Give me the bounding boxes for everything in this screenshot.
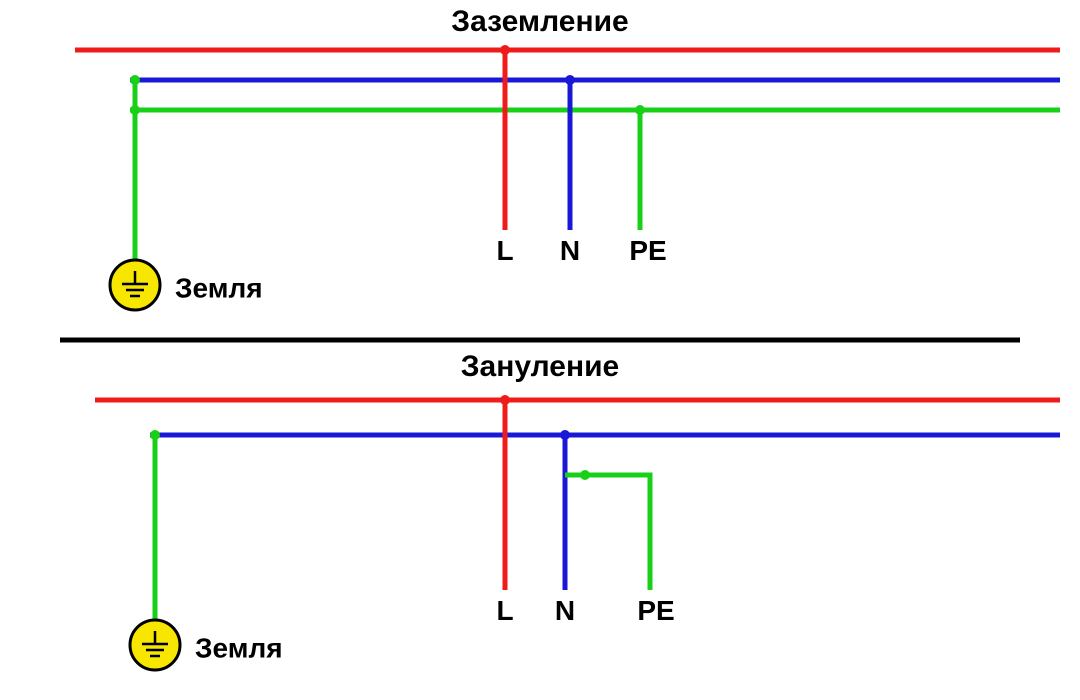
top-title: Заземление xyxy=(451,5,628,38)
bottom-earth-icon xyxy=(130,620,180,670)
bottom-earth-label: Земля xyxy=(195,632,283,663)
bottom-label-N: N xyxy=(555,595,575,626)
top-node-N-tap xyxy=(565,75,575,85)
top-label-L: L xyxy=(496,235,513,266)
top-earth-label: Земля xyxy=(175,272,263,303)
top-label-PE: PE xyxy=(629,235,666,266)
bottom-label-L: L xyxy=(496,595,513,626)
bottom-label-PE: PE xyxy=(637,595,674,626)
bottom-node-PE-tap xyxy=(580,470,590,480)
top-node-PE-left xyxy=(130,105,140,115)
bottom-node-N-left xyxy=(150,430,160,440)
top-label-N: N xyxy=(560,235,580,266)
top-earth-icon xyxy=(110,260,160,310)
bottom-pe-branch xyxy=(565,475,650,590)
bottom-node-L-tap xyxy=(500,395,510,405)
bottom-node-N-tap xyxy=(560,430,570,440)
top-node-N-left xyxy=(130,75,140,85)
bottom-title: Зануление xyxy=(461,350,619,383)
top-node-PE-tap xyxy=(635,105,645,115)
top-node-L-tap xyxy=(500,45,510,55)
